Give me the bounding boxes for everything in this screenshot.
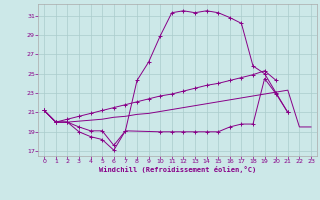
X-axis label: Windchill (Refroidissement éolien,°C): Windchill (Refroidissement éolien,°C) xyxy=(99,166,256,173)
